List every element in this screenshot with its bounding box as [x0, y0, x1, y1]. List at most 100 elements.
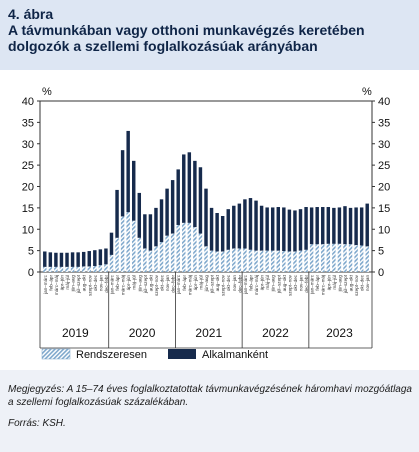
x-tick-label: jún–aug [71, 275, 76, 293]
bar-regular [354, 245, 358, 272]
y-tick-label-left: 0 [28, 267, 34, 279]
bar-regular [59, 266, 64, 272]
bar-occasional [93, 250, 97, 267]
x-tick-label: jún–aug [271, 275, 276, 293]
bar-regular [143, 248, 147, 272]
x-tick-label: aug–okt [282, 274, 287, 291]
bar-occasional [237, 203, 242, 249]
bar-regular [287, 251, 292, 272]
bar-regular [198, 233, 203, 272]
x-tick-label: feb–ápr [115, 275, 120, 291]
bar-regular [76, 266, 80, 272]
x-tick-label: szept–nov [154, 274, 159, 296]
bar-regular [348, 244, 353, 272]
bar-regular [182, 222, 186, 272]
x-tick-label: jún–aug [137, 275, 142, 293]
bar-occasional [209, 207, 214, 251]
bar-regular [54, 266, 58, 272]
bar-occasional [354, 207, 358, 246]
x-tick-label: aug–okt [349, 274, 354, 291]
chart-source: Forrás: KSH. [8, 418, 66, 429]
y-tick-label-right: 15 [378, 203, 390, 215]
bar-occasional [59, 252, 64, 267]
year-label: 2021 [195, 326, 222, 340]
x-tick-label: márc–máj [121, 275, 126, 295]
x-tick-label: márc–máj [254, 275, 259, 295]
bar-regular [93, 266, 97, 272]
bar-regular [226, 249, 230, 272]
y-tick-label-left: 20 [22, 182, 34, 194]
bar-occasional [159, 199, 164, 243]
x-tick-label: jún–aug [337, 275, 342, 293]
y-tick-label-left: 15 [22, 203, 34, 215]
bar-occasional [332, 207, 336, 244]
x-tick-label: máj–júl [65, 275, 70, 290]
bar-occasional [143, 214, 147, 249]
legend-label-occasional: Alkalmanként [202, 349, 268, 361]
x-tick-label: márc–máj [54, 275, 59, 295]
bar-regular [359, 245, 364, 272]
bar-occasional [65, 252, 69, 267]
bar-regular [265, 250, 269, 272]
x-tick-label: jún–aug [204, 275, 209, 293]
bar-occasional [120, 150, 125, 217]
bar-occasional [293, 210, 297, 252]
bar-occasional [182, 154, 186, 223]
x-tick-label: júl–szept [276, 274, 281, 294]
x-tick-label: aug–okt [82, 274, 87, 291]
y-unit-right: % [362, 86, 372, 98]
x-tick-label: ápr–jún [193, 275, 198, 291]
bar-occasional [337, 207, 342, 244]
bar-regular [243, 248, 247, 272]
bar-regular [176, 224, 180, 272]
x-tick-label: nov–jan [365, 275, 370, 292]
figure-title-block: 4. ábra A távmunkában vagy otthoni munka… [8, 6, 413, 54]
bar-occasional [165, 188, 169, 236]
y-tick-label-left: 25 [22, 160, 34, 172]
bar-occasional [176, 169, 180, 225]
bar-regular [232, 248, 236, 272]
bar-occasional [70, 252, 75, 267]
bar-occasional [137, 192, 142, 238]
bar-occasional [148, 214, 153, 251]
x-tick-label: jan–márc [243, 274, 248, 295]
x-tick-label: szept–nov [87, 274, 92, 296]
x-tick-label: dec–febr [104, 275, 109, 293]
x-tick-label: jan–márc [109, 274, 114, 295]
y-tick-label-right: 30 [378, 139, 390, 151]
bar-regular [209, 250, 214, 272]
bar-occasional [132, 160, 136, 221]
x-tick-label: szept–nov [221, 274, 226, 296]
bar-occasional [43, 251, 47, 267]
bar-regular [170, 233, 175, 272]
bar-regular [65, 266, 69, 272]
legend-swatch-regular [41, 348, 71, 360]
y-tick-label-left: 35 [22, 117, 34, 129]
x-tick-label: dec–febr [171, 275, 176, 293]
bar-regular [259, 250, 264, 272]
x-tick-label: okt–dec [160, 274, 165, 291]
bar-regular [148, 250, 153, 272]
bar-regular [137, 237, 142, 272]
y-tick-label-right: 0 [378, 267, 384, 279]
bar-occasional [48, 252, 53, 267]
x-tick-label: júl–szept [76, 274, 81, 294]
legend-label-regular: Rendszeresen [76, 349, 147, 361]
bar-occasional [304, 207, 308, 250]
x-tick-label: máj–júl [132, 275, 137, 290]
bar-occasional [198, 167, 203, 234]
bar-regular [315, 244, 319, 272]
x-tick-label: feb–ápr [182, 275, 187, 291]
bar-occasional [243, 199, 247, 249]
x-tick-label: okt–dec [93, 274, 98, 291]
bar-occasional [226, 209, 230, 250]
y-tick-label-left: 30 [22, 139, 34, 151]
bar-regular [293, 251, 297, 272]
legend-swatch-occasional [168, 349, 196, 359]
figure-title: A távmunkában vagy otthoni munkavégzés k… [8, 22, 365, 54]
bar-regular [321, 244, 325, 272]
bar-regular [332, 243, 336, 272]
bar-occasional [54, 252, 58, 267]
x-tick-label: okt–dec [293, 274, 298, 291]
